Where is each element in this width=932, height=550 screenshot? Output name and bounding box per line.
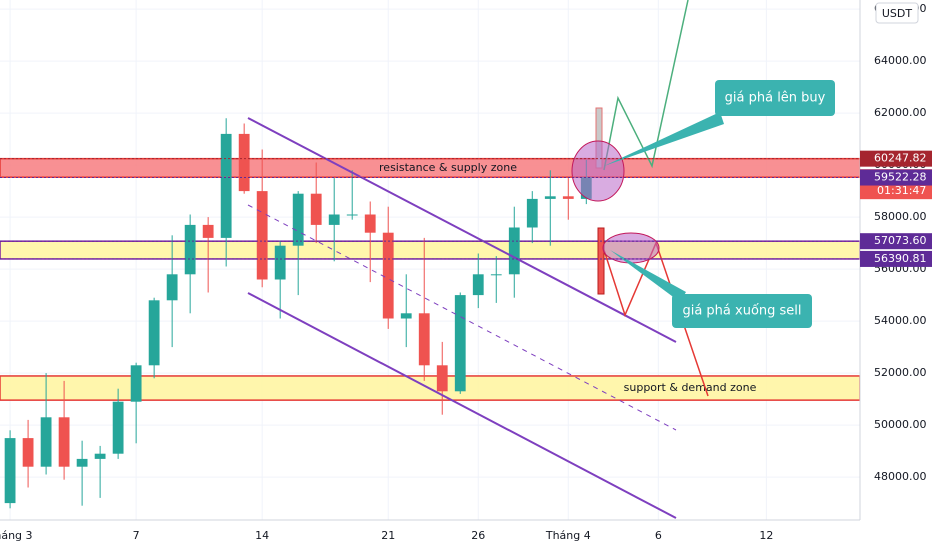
candle-body bbox=[364, 214, 376, 233]
candle-body bbox=[238, 133, 250, 192]
x-tick-label: 12 bbox=[759, 529, 773, 542]
highlight bbox=[571, 140, 625, 202]
x-tick-label: Tháng 3 bbox=[0, 529, 33, 542]
currency: USDT bbox=[882, 7, 913, 20]
price-label: 57073.60 bbox=[874, 234, 927, 247]
channel-lower bbox=[247, 292, 677, 519]
x-tick-label: 6 bbox=[655, 529, 662, 542]
y-tick-label: 52000.00 bbox=[874, 366, 927, 379]
candle-body bbox=[436, 365, 448, 392]
x-tick-label: Tháng 4 bbox=[545, 529, 591, 542]
candle-body bbox=[4, 438, 16, 504]
candle-body bbox=[472, 274, 484, 296]
candle-body bbox=[382, 232, 394, 319]
x-tick-label: 14 bbox=[255, 529, 269, 542]
callout bbox=[715, 80, 835, 116]
candle-body bbox=[508, 227, 520, 275]
candle-body bbox=[346, 214, 358, 216]
candle-body bbox=[220, 133, 232, 238]
candle-body bbox=[184, 224, 196, 275]
y-tick-label: 48000.00 bbox=[874, 470, 927, 483]
candle-body bbox=[454, 295, 466, 392]
x-tick-label: 7 bbox=[133, 529, 140, 542]
candle-body bbox=[76, 458, 88, 467]
candle-body bbox=[526, 198, 538, 228]
y-tick-label: 62000.00 bbox=[874, 106, 927, 119]
y-tick-label: 64000.00 bbox=[874, 54, 927, 67]
candle-body bbox=[130, 365, 142, 402]
price-label-box bbox=[860, 233, 932, 250]
candle-body bbox=[328, 214, 340, 225]
x-tick-label: 21 bbox=[381, 529, 395, 542]
callout-pointer bbox=[610, 250, 686, 302]
projection-bar bbox=[597, 227, 605, 295]
currency-box bbox=[875, 2, 919, 24]
channel-upper bbox=[247, 117, 677, 343]
candle-body bbox=[400, 313, 412, 319]
zone-label: support & demand zone bbox=[624, 381, 757, 394]
candle-body bbox=[490, 274, 502, 276]
countdown: 01:31:47 bbox=[877, 184, 926, 197]
zone-label: resistance & supply zone bbox=[379, 161, 517, 174]
y-tick-label: 54000.00 bbox=[874, 314, 927, 327]
candle-body bbox=[274, 245, 286, 280]
candle-body bbox=[94, 453, 106, 459]
candle-body bbox=[148, 300, 160, 366]
price-label: 59522.28 bbox=[874, 171, 927, 184]
price-label: 60247.82 bbox=[874, 152, 927, 165]
y-tick-label: 58000.00 bbox=[874, 210, 927, 223]
candle-body bbox=[112, 401, 124, 454]
callout-text: giá phá xuống sell bbox=[682, 304, 801, 319]
x-tick-label: 26 bbox=[471, 529, 485, 542]
candle-body bbox=[166, 274, 178, 301]
candle-body bbox=[544, 196, 556, 199]
price-label-box bbox=[860, 169, 932, 186]
candle-body bbox=[58, 417, 70, 467]
candle-body bbox=[310, 193, 322, 225]
buy-path bbox=[603, 0, 689, 171]
price-label-box bbox=[860, 250, 932, 267]
callout-pointer bbox=[604, 112, 724, 166]
candle-body bbox=[22, 438, 34, 467]
candle-body bbox=[562, 196, 574, 199]
candle-body bbox=[256, 191, 268, 280]
candle-body bbox=[418, 313, 430, 366]
drawings: giá phá lên buy giá phá xuống sell bbox=[247, 0, 835, 519]
highlight bbox=[602, 232, 660, 264]
price-label: 56390.81 bbox=[874, 252, 927, 265]
zone bbox=[0, 240, 860, 260]
channel-middle bbox=[247, 204, 677, 431]
price-label-box bbox=[860, 150, 932, 167]
candle-body bbox=[40, 417, 52, 467]
callout-text: giá phá lên buy bbox=[725, 91, 826, 106]
candles bbox=[4, 118, 592, 509]
y-tick-label: 50000.00 bbox=[874, 418, 927, 431]
candle-body bbox=[202, 224, 214, 238]
callout bbox=[672, 294, 812, 328]
candle-body bbox=[292, 193, 304, 246]
